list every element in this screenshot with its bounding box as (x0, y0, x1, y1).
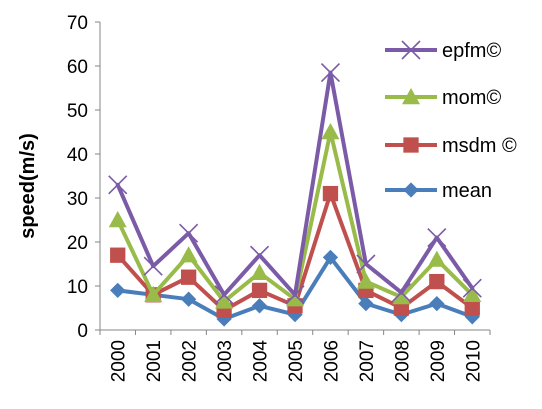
legend-marker (402, 88, 420, 105)
y-axis-label: speed(m/s) (17, 133, 39, 239)
y-tick-label: 0 (77, 321, 88, 342)
data-point (391, 283, 411, 303)
x-tick-label: 2004 (251, 340, 272, 383)
data-point (180, 269, 197, 285)
data-point-stroke (214, 285, 234, 305)
data-point-stroke (285, 285, 305, 305)
series-1 (108, 123, 482, 309)
legend-item: mom© (385, 87, 501, 109)
x-tick-label: 2006 (321, 340, 342, 382)
y-tick-label: 20 (67, 233, 88, 254)
data-point (108, 175, 128, 195)
data-point (322, 185, 339, 202)
x-tick-label: 2008 (392, 340, 413, 382)
series-line (115, 130, 475, 304)
legend-label: mom© (442, 87, 501, 109)
x-tick-label: 2000 (109, 340, 130, 382)
legend-item: epfm© (385, 40, 501, 62)
y-tick-label: 70 (67, 13, 88, 34)
legend: epfm© mom© msdm © mean (385, 40, 517, 202)
data-point (215, 292, 234, 309)
data-point (110, 247, 126, 263)
data-point (144, 285, 163, 302)
x-tick-label: 2010 (463, 340, 484, 382)
data-point (251, 282, 268, 299)
data-point-stroke (391, 283, 411, 303)
data-point-stroke (143, 256, 163, 276)
x-tick-label: 2001 (144, 340, 165, 382)
series-0 (108, 63, 482, 305)
data-point-stroke (356, 254, 376, 274)
x-tick-label: 2002 (180, 340, 201, 382)
data-point (392, 288, 411, 305)
legend-marker (403, 182, 419, 198)
data-point (427, 250, 446, 267)
y-tick-label: 60 (67, 57, 88, 78)
data-point (321, 123, 340, 140)
data-point-stroke (462, 278, 482, 298)
data-point (358, 295, 374, 312)
legend-marker (401, 40, 421, 60)
data-point (143, 256, 163, 276)
series-line (115, 70, 475, 297)
legend-label: msdm © (442, 135, 517, 157)
data-point (250, 263, 269, 280)
data-point (249, 245, 270, 265)
y-tick-label: 50 (67, 101, 88, 122)
legend-label: mean (442, 180, 492, 202)
y-tick-label: 10 (67, 277, 88, 298)
data-point (429, 273, 445, 290)
data-point (180, 291, 197, 307)
data-point (429, 295, 445, 312)
data-point-stroke (179, 223, 199, 243)
data-point (108, 211, 127, 228)
legend-label: epfm© (442, 40, 501, 62)
axes: 0 10 20 30 40 50 60 70 2000 2001 2002 2003 2004 2005 2… (17, 13, 491, 383)
data-point (286, 290, 304, 307)
data-point (462, 278, 482, 298)
data-point-stroke (249, 245, 270, 265)
data-point (214, 285, 234, 305)
data-point (285, 285, 305, 305)
x-tick-label: 2007 (357, 340, 378, 382)
data-point (179, 246, 198, 263)
x-tick-label: 2009 (428, 340, 449, 382)
data-point (251, 298, 268, 314)
legend-item: msdm © (385, 135, 517, 157)
series-layer (108, 63, 482, 327)
data-point (322, 249, 339, 266)
data-point (179, 223, 199, 243)
data-point-stroke (320, 63, 341, 83)
data-point (356, 272, 375, 289)
data-point (464, 300, 480, 316)
y-tick-label: 40 (67, 145, 88, 166)
x-tick-label: 2005 (286, 340, 307, 382)
legend-item: mean (385, 180, 492, 202)
data-point (320, 63, 341, 83)
data-point (356, 254, 376, 274)
data-point (110, 282, 126, 299)
data-point-stroke (108, 175, 128, 195)
data-point (427, 228, 447, 248)
y-tick-label: 30 (67, 189, 88, 210)
data-point (463, 285, 482, 302)
legend-marker-stroke (401, 40, 421, 60)
data-point-stroke (427, 228, 447, 248)
data-point (216, 311, 232, 327)
legend-marker (403, 137, 419, 153)
x-tick-label: 2003 (215, 340, 236, 382)
